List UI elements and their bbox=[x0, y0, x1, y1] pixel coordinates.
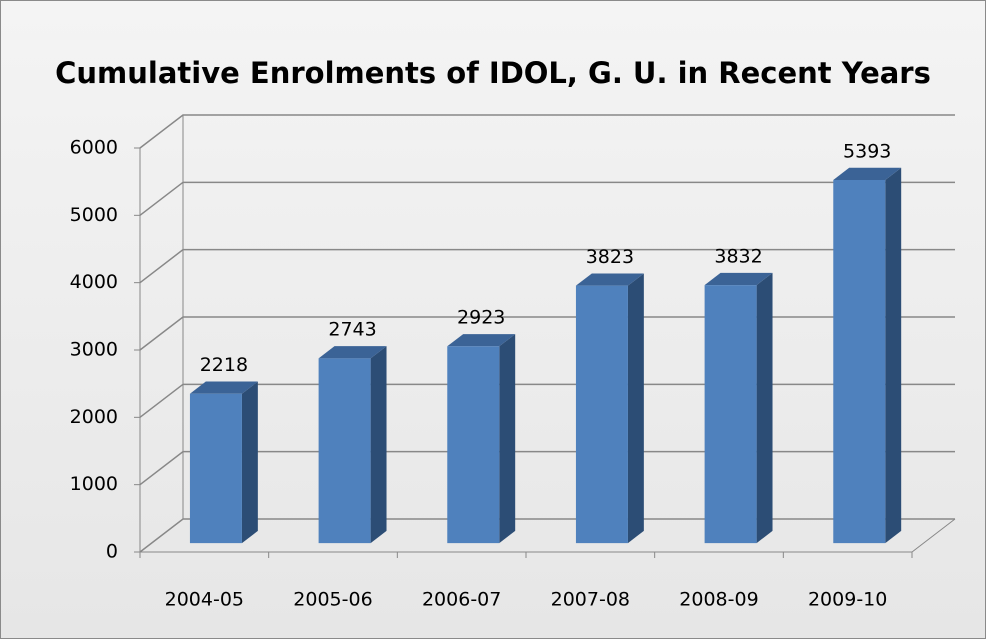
grid-line bbox=[139, 248, 955, 284]
bar-front bbox=[704, 285, 757, 544]
value-label: 3832 bbox=[714, 245, 762, 267]
bar-side bbox=[241, 381, 258, 544]
bar-side bbox=[370, 346, 387, 544]
bar-front bbox=[575, 285, 628, 544]
value-label: 3823 bbox=[586, 246, 634, 268]
value-label: 2923 bbox=[457, 307, 505, 329]
value-label: 2218 bbox=[200, 354, 248, 376]
bar-front bbox=[447, 346, 500, 544]
grid-line bbox=[139, 383, 955, 418]
x-tick-label: 2004-05 bbox=[165, 589, 244, 611]
grid-line bbox=[139, 450, 955, 486]
value-label: 5393 bbox=[843, 140, 891, 162]
y-tick-label: 3000 bbox=[70, 339, 118, 361]
bar-front bbox=[833, 179, 886, 544]
bar-top bbox=[704, 272, 773, 286]
x-tick-label: 2009-10 bbox=[808, 589, 887, 611]
x-tick-label: 2005-06 bbox=[293, 589, 372, 611]
bar bbox=[833, 167, 902, 544]
bar bbox=[575, 273, 644, 544]
grid-line bbox=[139, 114, 955, 149]
bar-side bbox=[499, 334, 516, 544]
bar-front bbox=[189, 393, 242, 544]
grid-line bbox=[139, 316, 955, 351]
y-tick-label: 0 bbox=[106, 541, 118, 563]
chart-title: Cumulative Enrolments of IDOL, G. U. in … bbox=[55, 56, 931, 90]
x-tick-label: 2006-07 bbox=[422, 589, 501, 611]
y-tick-label: 1000 bbox=[70, 473, 118, 495]
bar-front bbox=[318, 358, 371, 544]
bar-top bbox=[447, 334, 516, 347]
value-label: 2743 bbox=[328, 319, 376, 341]
y-tick-label: 4000 bbox=[70, 271, 118, 293]
y-tick-label: 5000 bbox=[70, 204, 118, 226]
bar-side bbox=[756, 272, 773, 544]
bar bbox=[447, 334, 516, 544]
bar-top bbox=[575, 273, 644, 286]
bar bbox=[704, 272, 773, 544]
bar bbox=[318, 346, 387, 544]
bar-side bbox=[885, 167, 902, 544]
x-tick-label: 2007-08 bbox=[551, 589, 630, 611]
x-tick-label: 2008-09 bbox=[679, 589, 758, 611]
y-tick-label: 2000 bbox=[70, 406, 118, 428]
bar-top bbox=[833, 167, 902, 180]
bar bbox=[189, 381, 258, 544]
y-tick-label: 6000 bbox=[70, 137, 118, 159]
bar-top bbox=[318, 346, 387, 359]
bar-side bbox=[627, 273, 644, 544]
grid-line bbox=[139, 518, 955, 553]
grid-line bbox=[139, 181, 955, 216]
bar-top bbox=[189, 381, 258, 394]
